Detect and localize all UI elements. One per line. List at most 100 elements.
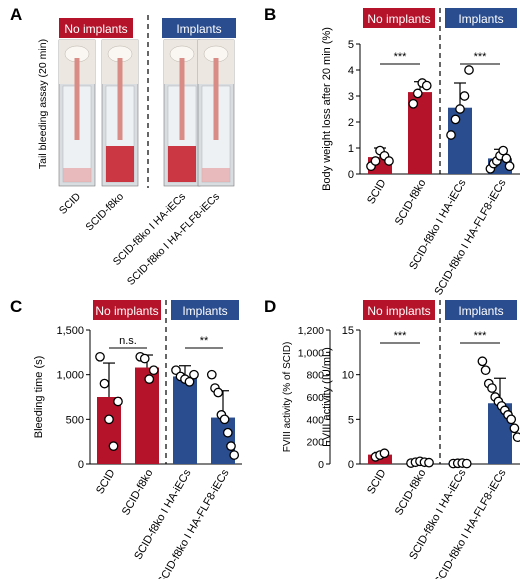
tube-photo (163, 39, 201, 187)
significance-label: *** (474, 51, 488, 63)
significance-label: *** (474, 330, 488, 342)
panel-c-header-implants-text: Implants (182, 304, 227, 318)
panel-d-category-label: SCID (365, 467, 389, 496)
data-point (408, 98, 419, 109)
panel-a-header-implants-box (162, 18, 236, 38)
panel-b-ytick-label: 5 (348, 39, 354, 51)
panel-d-header-implants-box (445, 300, 517, 320)
significance-label: *** (394, 330, 408, 342)
panel-a-header-implants-text: Implants (176, 22, 221, 36)
data-point (113, 396, 123, 407)
panel-b-category-label: SCID-f8ko I HA-FLF8-iECs (432, 177, 508, 297)
data-point (108, 441, 119, 451)
data-point (455, 104, 465, 114)
blood-pool (168, 146, 196, 182)
data-point (95, 351, 105, 362)
panel-letter-c: C (10, 297, 22, 316)
panel-a-tube-label: SCID-f8ko (83, 191, 126, 234)
panel-d-y2tick-label: 0 (318, 459, 324, 471)
panel-c-category-label: SCID (94, 467, 118, 496)
data-point (184, 376, 195, 387)
panel-b-header-no-implants-text: No implants (367, 12, 430, 26)
panel-d-ytick-label: 15 (342, 325, 354, 337)
panel-d-header-implants-text: Implants (458, 304, 503, 318)
blood-pool (202, 168, 230, 182)
data-point (213, 387, 224, 398)
mouse-tail (179, 58, 185, 140)
panel-c-header-implants-box (171, 300, 239, 320)
data-point (370, 156, 381, 166)
panel-letter-a: A (10, 5, 22, 24)
data-point (480, 365, 491, 376)
data-point (512, 432, 520, 443)
data-point (148, 365, 159, 376)
panel-c-ytick-label: 0 (78, 459, 84, 471)
panel-c-header-no-implants-box (93, 300, 161, 320)
panel-d-header-no-implants-box (363, 300, 435, 320)
mouse-tail (74, 58, 80, 140)
panel-b-header-implants-text: Implants (458, 12, 503, 26)
data-point (501, 153, 512, 164)
panel-c-ytick-label: 1,000 (56, 370, 84, 382)
data-point (504, 161, 515, 172)
mouse-tail (213, 58, 219, 140)
data-point (487, 383, 497, 393)
mouse-tail (117, 58, 123, 140)
panel-b-ytick-label: 4 (348, 65, 354, 77)
panel-d-y2tick-label: 1,000 (298, 347, 324, 359)
tube-photo (101, 39, 139, 187)
panel-b-header-no-implants-box (363, 8, 435, 28)
data-point (206, 369, 217, 380)
significance-label: n.s. (119, 335, 137, 347)
panel-letter-b: B (264, 5, 276, 24)
data-point (379, 448, 390, 459)
data-point (412, 88, 423, 99)
panel-c-category-label: SCID-f8ko (120, 468, 156, 518)
panel-c-ytick-label: 1,500 (56, 325, 84, 337)
panel-b-ytick-label: 3 (348, 91, 354, 103)
data-point (477, 356, 488, 367)
panel-a-header-no-implants-text: No implants (64, 22, 127, 36)
panel-d-y2tick-label: 200 (306, 437, 324, 449)
data-point (219, 414, 230, 425)
data-point (384, 156, 394, 166)
panel-d-category-label: SCID-f8ko (393, 468, 429, 518)
panel-c-ylabel: Bleeding time (s) (33, 356, 45, 439)
panel-b-ytick-label: 2 (348, 117, 354, 129)
blood-pool (106, 146, 134, 182)
data-point (139, 353, 150, 364)
data-point (424, 457, 434, 468)
panel-b-category-label: SCID-f8ko (393, 178, 429, 228)
panel-d-category-label: SCID-f8ko I HA-FLF8-iECs (432, 467, 508, 579)
panel-b-category-label: SCID (365, 177, 389, 206)
panel-d-y2label: FVIII activity (% of SCID) (282, 342, 293, 453)
panel-d-y2tick-label: 600 (306, 392, 324, 404)
panel-c-header-no-implants-text: No implants (95, 304, 158, 318)
data-point (144, 374, 155, 384)
bar (135, 367, 159, 464)
panel-c-category-label: SCID-f8ko I HA-FLF8-iECs (155, 467, 231, 579)
data-point (446, 130, 456, 140)
significance-label: ** (200, 335, 209, 347)
data-point (229, 450, 240, 460)
data-point (459, 91, 470, 101)
tube-photo (58, 39, 96, 187)
panel-d-ytick-label: 5 (348, 414, 354, 426)
bar (173, 376, 197, 464)
bar (97, 397, 121, 464)
significance-label: *** (394, 51, 408, 63)
data-point (464, 65, 474, 75)
panel-b-ylabel: Body weight loss after 20 min (%) (321, 27, 333, 191)
blood-pool (63, 168, 91, 182)
panel-b-ytick-label: 0 (348, 169, 354, 181)
panel-letter-d: D (264, 297, 276, 316)
panel-d-y2tick-label: 1,200 (298, 325, 324, 337)
data-point (461, 458, 472, 469)
panel-a-ylabel: Tail bleeding assay (20 min) (37, 39, 49, 169)
data-point (226, 441, 236, 451)
data-point (509, 423, 520, 434)
panel-c-ytick-label: 500 (66, 414, 84, 426)
data-point (450, 114, 461, 125)
panel-a-header-no-implants-box (59, 18, 133, 38)
